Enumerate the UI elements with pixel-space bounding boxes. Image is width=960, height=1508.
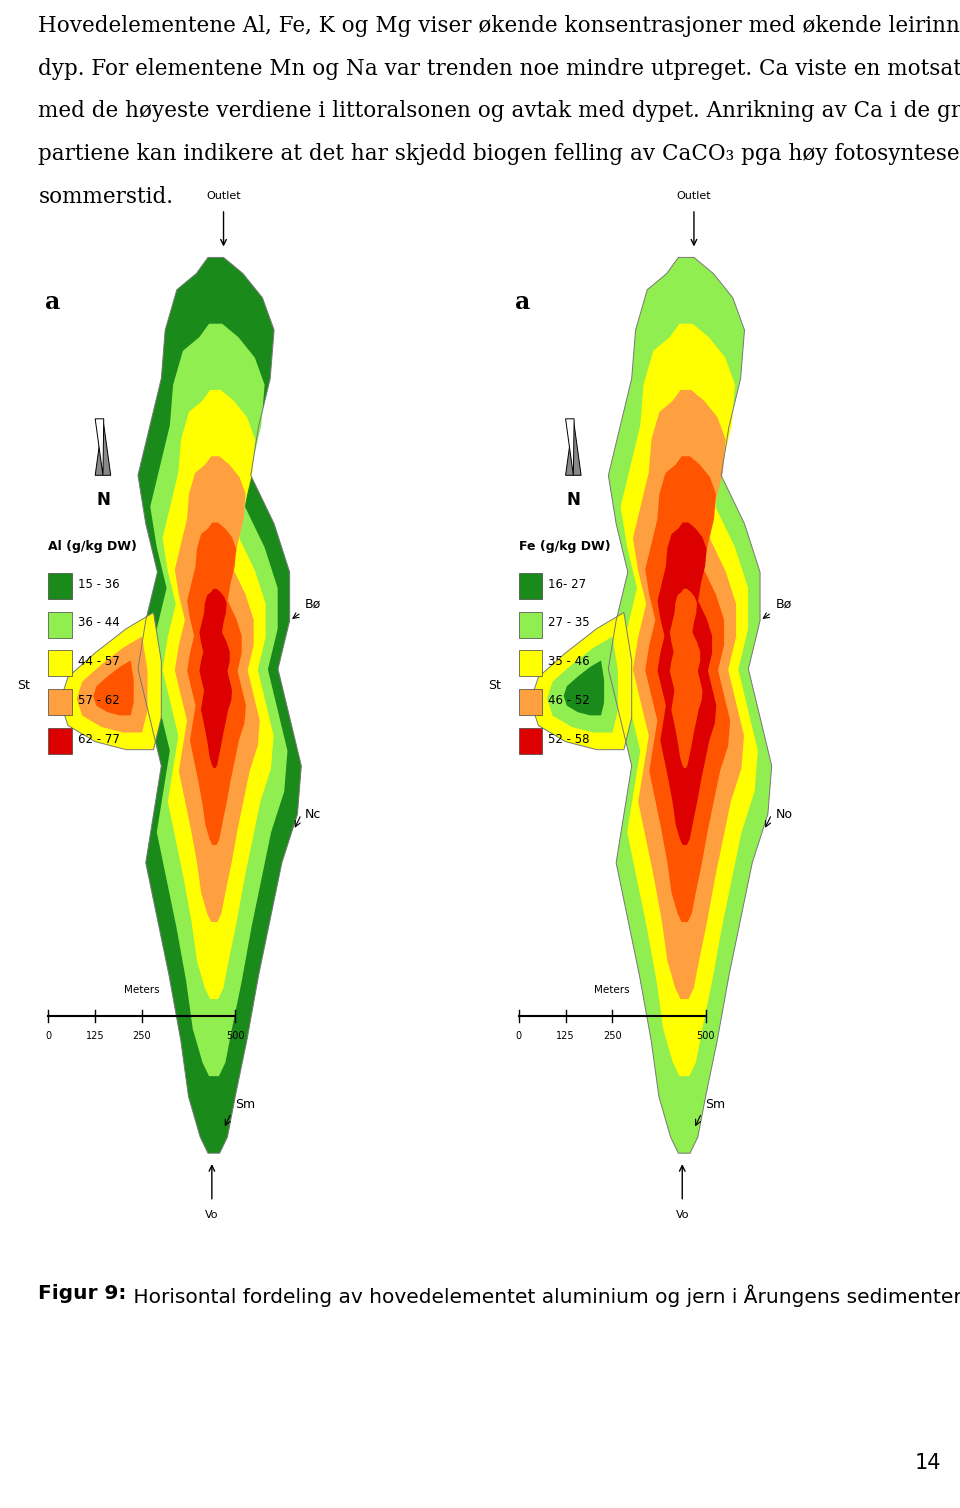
Polygon shape bbox=[621, 324, 757, 1077]
Polygon shape bbox=[187, 522, 246, 844]
Text: 36 - 44: 36 - 44 bbox=[78, 617, 119, 629]
Text: Sm: Sm bbox=[706, 1098, 726, 1111]
Text: a: a bbox=[515, 290, 530, 314]
Polygon shape bbox=[162, 391, 274, 1000]
Text: Figur 9:: Figur 9: bbox=[38, 1285, 127, 1303]
Polygon shape bbox=[77, 636, 148, 733]
Text: 500: 500 bbox=[226, 1030, 245, 1041]
Polygon shape bbox=[200, 588, 232, 768]
Text: 15 - 36: 15 - 36 bbox=[78, 578, 119, 591]
Text: 0: 0 bbox=[516, 1030, 522, 1041]
Text: Bø: Bø bbox=[305, 599, 322, 611]
Text: 16- 27: 16- 27 bbox=[548, 578, 587, 591]
Text: med de høyeste verdiene i littoralsonen og avtak med dypet. Anrikning av Ca i de: med de høyeste verdiene i littoralsonen … bbox=[38, 101, 960, 122]
Bar bbox=[49, 612, 72, 638]
Polygon shape bbox=[95, 419, 104, 475]
Bar bbox=[49, 728, 72, 754]
Text: dyp. For elementene Mn og Na var trenden noe mindre utpreget. Ca viste en motsat: dyp. For elementene Mn og Na var trenden… bbox=[38, 57, 960, 80]
Text: Vo: Vo bbox=[205, 1209, 219, 1220]
Polygon shape bbox=[60, 612, 161, 749]
Polygon shape bbox=[565, 419, 581, 475]
Text: Sm: Sm bbox=[235, 1098, 255, 1111]
Text: 62 - 77: 62 - 77 bbox=[78, 733, 120, 746]
Polygon shape bbox=[547, 636, 618, 733]
Text: Hovedelementene Al, Fe, K og Mg viser økende konsentrasjoner med økende leirinnh: Hovedelementene Al, Fe, K og Mg viser øk… bbox=[38, 15, 960, 38]
Text: 125: 125 bbox=[556, 1030, 575, 1041]
Text: 250: 250 bbox=[603, 1030, 621, 1041]
Text: Outlet: Outlet bbox=[206, 192, 241, 201]
Text: 44 - 57: 44 - 57 bbox=[78, 656, 119, 668]
Text: a: a bbox=[44, 290, 60, 314]
Polygon shape bbox=[175, 457, 260, 921]
Text: Al (g/kg DW): Al (g/kg DW) bbox=[49, 540, 137, 553]
Text: Meters: Meters bbox=[594, 985, 630, 995]
Text: Outlet: Outlet bbox=[677, 192, 711, 201]
Bar bbox=[519, 650, 542, 676]
Text: N: N bbox=[566, 492, 580, 510]
Bar bbox=[519, 573, 542, 599]
Polygon shape bbox=[645, 457, 731, 921]
Text: 14: 14 bbox=[914, 1452, 941, 1473]
Text: 57 - 62: 57 - 62 bbox=[78, 694, 119, 707]
Polygon shape bbox=[565, 419, 574, 475]
Text: Fe (g/kg DW): Fe (g/kg DW) bbox=[519, 540, 611, 553]
Bar bbox=[519, 612, 542, 638]
Text: 0: 0 bbox=[45, 1030, 52, 1041]
Text: Nc: Nc bbox=[305, 808, 322, 820]
Bar bbox=[519, 728, 542, 754]
Bar bbox=[519, 689, 542, 715]
Text: 52 - 58: 52 - 58 bbox=[548, 733, 589, 746]
Polygon shape bbox=[93, 661, 133, 715]
Polygon shape bbox=[151, 324, 287, 1077]
Text: N: N bbox=[96, 492, 109, 510]
Polygon shape bbox=[633, 391, 744, 1000]
Polygon shape bbox=[95, 419, 110, 475]
Bar bbox=[49, 650, 72, 676]
Bar bbox=[49, 689, 72, 715]
Polygon shape bbox=[670, 588, 703, 768]
Text: 27 - 35: 27 - 35 bbox=[548, 617, 589, 629]
Text: 250: 250 bbox=[132, 1030, 151, 1041]
Polygon shape bbox=[609, 258, 772, 1154]
Text: Bø: Bø bbox=[776, 599, 792, 611]
Text: 500: 500 bbox=[696, 1030, 715, 1041]
Text: Horisontal fordeling av hovedelementet aluminium og jern i Årungens sedimenter (: Horisontal fordeling av hovedelementet a… bbox=[127, 1285, 960, 1307]
Text: No: No bbox=[776, 808, 793, 820]
Text: Meters: Meters bbox=[124, 985, 159, 995]
Text: 35 - 46: 35 - 46 bbox=[548, 656, 589, 668]
Polygon shape bbox=[138, 258, 301, 1154]
Text: St: St bbox=[488, 679, 501, 692]
Polygon shape bbox=[658, 522, 716, 844]
Text: 125: 125 bbox=[85, 1030, 105, 1041]
Text: partiene kan indikere at det har skjedd biogen felling av CaCO₃ pga høy fotosynt: partiene kan indikere at det har skjedd … bbox=[38, 143, 960, 164]
Text: sommerstid.: sommerstid. bbox=[38, 185, 174, 208]
Polygon shape bbox=[564, 661, 604, 715]
Text: St: St bbox=[17, 679, 31, 692]
Bar bbox=[49, 573, 72, 599]
Polygon shape bbox=[531, 612, 632, 749]
Text: Vo: Vo bbox=[676, 1209, 689, 1220]
Text: 46 - 52: 46 - 52 bbox=[548, 694, 589, 707]
